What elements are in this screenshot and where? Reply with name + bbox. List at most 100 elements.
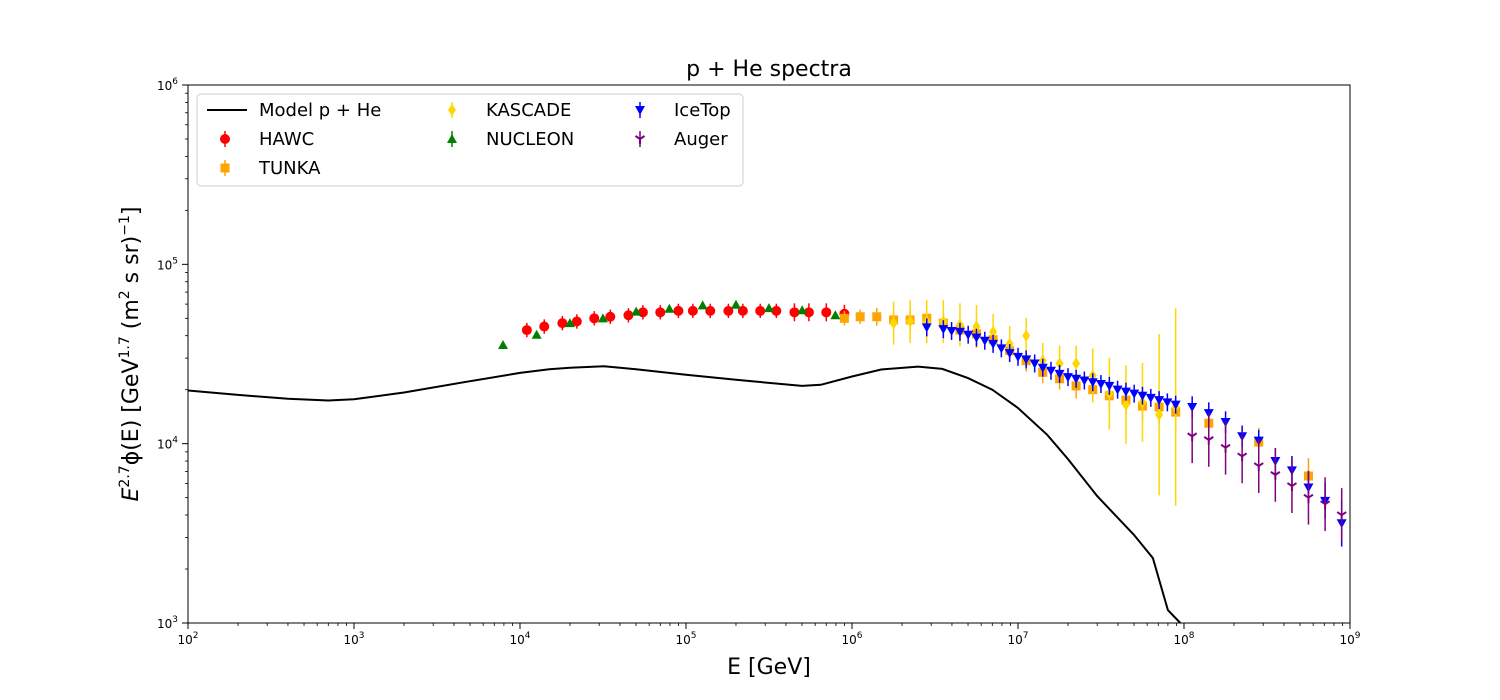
kascade-point bbox=[1072, 357, 1081, 370]
y-tick-exponent: 6 bbox=[172, 77, 178, 87]
icetop-point bbox=[1129, 389, 1140, 399]
icetop-point bbox=[1045, 366, 1056, 376]
legend-entry-hawc: HAWC bbox=[220, 129, 314, 150]
tri-arm bbox=[634, 135, 641, 140]
legend-label-tunka: TUNKA bbox=[258, 158, 321, 179]
icetop-point bbox=[1095, 380, 1106, 390]
nucleon-point bbox=[830, 310, 841, 320]
kascade-point bbox=[1121, 398, 1130, 411]
legend-label-kascade: KASCADE bbox=[486, 100, 571, 121]
icetop-point bbox=[988, 339, 999, 349]
legend-entry-model-p-he: Model p + He bbox=[207, 100, 381, 121]
hawc-point bbox=[771, 305, 782, 316]
icetop-point bbox=[1021, 355, 1032, 365]
tri-arm bbox=[1336, 511, 1343, 516]
y-label-unit-exp: 1.7 bbox=[117, 336, 133, 358]
hawc-point bbox=[821, 307, 832, 318]
x-tick-label: 102 bbox=[177, 631, 198, 647]
tri-arm bbox=[1225, 443, 1231, 449]
tunka-point bbox=[839, 313, 849, 323]
legend-box bbox=[196, 93, 744, 187]
auger-point bbox=[1270, 471, 1281, 480]
x-tick-exponent: 3 bbox=[359, 631, 365, 641]
x-tick-exponent: 7 bbox=[1023, 631, 1029, 641]
nucleon-point bbox=[763, 303, 774, 313]
chart-title: p + He spectra bbox=[686, 57, 852, 82]
y-label-m-exp: 2 bbox=[117, 290, 133, 299]
legend-marker-icetop bbox=[635, 106, 645, 115]
y-tick-base: 10 bbox=[157, 617, 172, 631]
legend-marker-nucleon bbox=[447, 134, 457, 143]
legend-entry-kascade: KASCADE bbox=[448, 100, 571, 121]
y-tick-base: 10 bbox=[157, 258, 172, 272]
nucleon-point bbox=[564, 318, 575, 328]
hawc-point bbox=[623, 310, 634, 321]
legend-entry-auger: Auger bbox=[634, 129, 728, 150]
tri-arm bbox=[1341, 511, 1347, 516]
tri-arm bbox=[1324, 500, 1331, 505]
nucleon-point bbox=[697, 300, 708, 310]
icetop-point bbox=[996, 344, 1007, 354]
icetop-point bbox=[1004, 349, 1015, 359]
tri-arm bbox=[1220, 443, 1227, 449]
icetop-point bbox=[1145, 393, 1156, 403]
hawc-point bbox=[755, 305, 766, 316]
x-tick-label: 106 bbox=[841, 631, 862, 647]
icetop-point bbox=[1187, 403, 1198, 413]
hawc-point bbox=[539, 321, 550, 332]
plot-content bbox=[188, 299, 1347, 623]
hawc-point bbox=[589, 313, 600, 324]
hawc-point bbox=[789, 307, 800, 318]
hawc-point bbox=[655, 307, 666, 318]
icetop-point bbox=[938, 325, 949, 335]
legend-label-icetop: IceTop bbox=[674, 100, 731, 121]
x-tick-base: 10 bbox=[343, 633, 358, 647]
auger-point bbox=[1320, 500, 1331, 510]
icetop-point bbox=[946, 326, 957, 336]
legend-entry-tunka: TUNKA bbox=[220, 158, 321, 179]
hawc-point bbox=[521, 325, 532, 336]
hawc-point bbox=[687, 305, 698, 316]
x-tick-label: 107 bbox=[1007, 631, 1028, 647]
legend-marker-kascade bbox=[448, 104, 456, 116]
icetop-point bbox=[971, 333, 982, 343]
icetop-point bbox=[1087, 378, 1098, 388]
kascade-point bbox=[972, 320, 981, 333]
legend-marker-tunka bbox=[220, 163, 230, 173]
hawc-point bbox=[557, 318, 568, 329]
auger-point bbox=[1203, 436, 1214, 445]
icetop-point bbox=[1079, 376, 1090, 386]
legend-entry-nucleon: NUCLEON bbox=[447, 129, 574, 150]
legend-marker-auger bbox=[634, 135, 646, 144]
x-tick-label: 109 bbox=[1339, 631, 1360, 647]
model-line bbox=[188, 365, 1182, 623]
hawc-point bbox=[803, 307, 814, 318]
y-tick-label: 103 bbox=[157, 615, 178, 631]
icetop-point bbox=[1013, 352, 1023, 362]
icetop-point bbox=[1120, 387, 1131, 397]
x-tick-base: 10 bbox=[177, 633, 192, 647]
plot-frame bbox=[187, 84, 1351, 624]
icetop-point bbox=[1137, 391, 1148, 401]
icetop-point bbox=[963, 330, 974, 340]
icetop-point bbox=[954, 327, 965, 337]
hawc-point bbox=[605, 311, 616, 322]
y-tick-exponent: 5 bbox=[172, 256, 178, 266]
tri-arm bbox=[1253, 462, 1260, 467]
icetop-point bbox=[1062, 373, 1073, 383]
legend-marker-hawc bbox=[220, 134, 230, 144]
x-tick-base: 10 bbox=[675, 633, 690, 647]
x-tick-label: 108 bbox=[1173, 631, 1194, 647]
tri-arm bbox=[1270, 471, 1276, 476]
auger-point bbox=[1187, 432, 1198, 442]
legend-label-nucleon: NUCLEON bbox=[486, 129, 574, 150]
tri-arm bbox=[1320, 500, 1326, 505]
tri-arm bbox=[1187, 432, 1193, 438]
kascade-point bbox=[889, 317, 898, 330]
y-label-mid: (m bbox=[119, 299, 144, 336]
y-label-tail: s sr) bbox=[119, 236, 144, 291]
y-tick-label: 105 bbox=[157, 256, 178, 272]
legend-label-hawc: HAWC bbox=[259, 129, 314, 150]
